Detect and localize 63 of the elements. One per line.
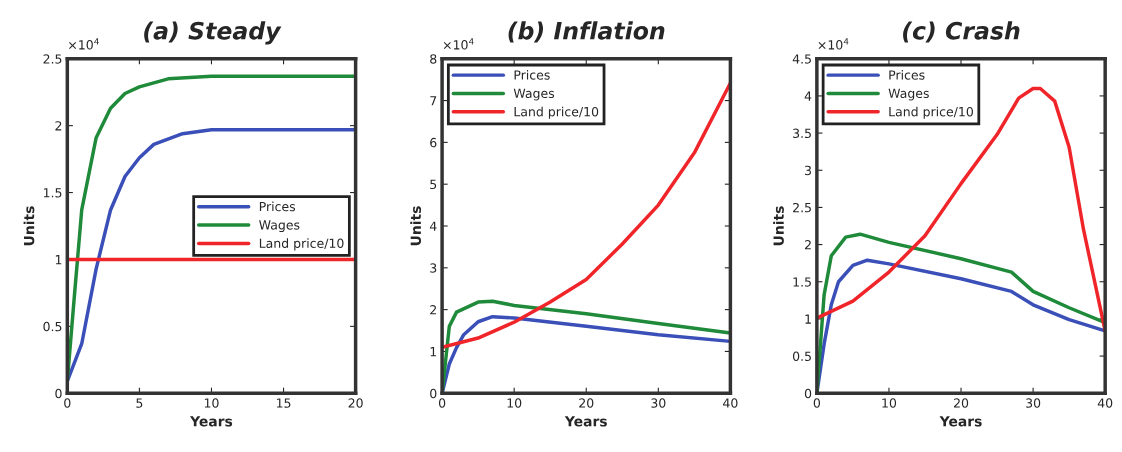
y-tick-label: 2 — [55, 121, 62, 131]
y-tick-label: 1 — [805, 314, 811, 324]
legend-label: Prices — [514, 70, 550, 80]
y-tick-label: 7 — [430, 96, 437, 106]
y-tick-label: 2 — [804, 240, 811, 250]
x-tick-label: 30 — [1026, 398, 1041, 408]
y-tick-label: 0.5 — [43, 321, 62, 332]
x-tick-label: 10 — [507, 398, 522, 408]
y-axis-title: Units — [410, 206, 422, 246]
y-tick-label: 0 — [804, 388, 812, 399]
y-tick-label: 4 — [804, 91, 812, 101]
x-tick-label: 5 — [136, 398, 143, 408]
y-tick-label: 3 — [430, 263, 437, 273]
y-tick-label: 4 — [429, 221, 437, 231]
x-axis-title: Years — [564, 416, 607, 427]
y-tick-label: 3 — [805, 165, 812, 176]
y-axis-title: Units — [773, 206, 784, 246]
legend-label: Wages — [888, 88, 929, 101]
line-series — [67, 127, 356, 383]
x-axis-title: Years — [189, 416, 233, 427]
legend-label: Prices — [259, 201, 296, 212]
text: ×10$^{4}$ — [69, 38, 99, 50]
x-tick-label: 20 — [348, 398, 363, 408]
y-tick-label: 1.5 — [43, 188, 62, 198]
x-tick-label: 20 — [953, 398, 969, 408]
y-tick-label: 2 — [430, 305, 436, 315]
chart-title: (a) Steady — [144, 21, 282, 45]
y-tick-label: 1 — [430, 347, 437, 357]
x-tick-label: 10 — [204, 398, 219, 408]
y-tick-label: 2.5 — [43, 54, 62, 64]
y-axis-title: Units — [23, 206, 35, 246]
x-tick-label: 10 — [882, 398, 897, 408]
chart-title: (b) Inflation — [508, 21, 665, 43]
legend-label: Wages — [259, 220, 300, 233]
y-tick-label: 0.5 — [792, 351, 811, 361]
y-tick-label: 4.5 — [792, 54, 811, 64]
x-tick-label: 40 — [1097, 398, 1113, 408]
y-tick-label: 8 — [430, 54, 437, 64]
legend-label: Land price/10 — [514, 106, 599, 119]
x-tick-label: 20 — [579, 398, 594, 408]
y-tick-label: 3.5 — [793, 128, 811, 139]
y-tick-label: 2.5 — [793, 202, 811, 213]
y-tick-label: 5 — [430, 179, 437, 190]
y-tick-label: 0 — [430, 388, 437, 399]
x-tick-label: 0 — [438, 398, 446, 408]
x-axis-title: Years — [939, 416, 982, 427]
x-tick-label: 0 — [813, 398, 821, 408]
legend-label: Wages — [513, 88, 555, 101]
x-tick-label: 30 — [651, 398, 666, 408]
legend-label: Land price/10 — [889, 106, 973, 119]
y-tick-label: 0 — [55, 388, 62, 399]
line-series — [442, 81, 731, 349]
y-tick-label: 6 — [430, 137, 437, 148]
legend-label: Land price/10 — [259, 238, 344, 251]
text: ×10$^{4}$ — [443, 38, 474, 50]
y-tick-label: 1 — [55, 255, 62, 265]
x-tick-label: 15 — [276, 398, 291, 408]
chart-title: (c) Crash — [903, 21, 1020, 43]
x-tick-label: 0 — [64, 398, 71, 408]
x-tick-label: 40 — [723, 398, 738, 408]
legend-label: Prices — [889, 70, 925, 80]
y-tick-label: 1.5 — [793, 277, 811, 287]
text: ×10$^{4}$ — [818, 38, 849, 50]
